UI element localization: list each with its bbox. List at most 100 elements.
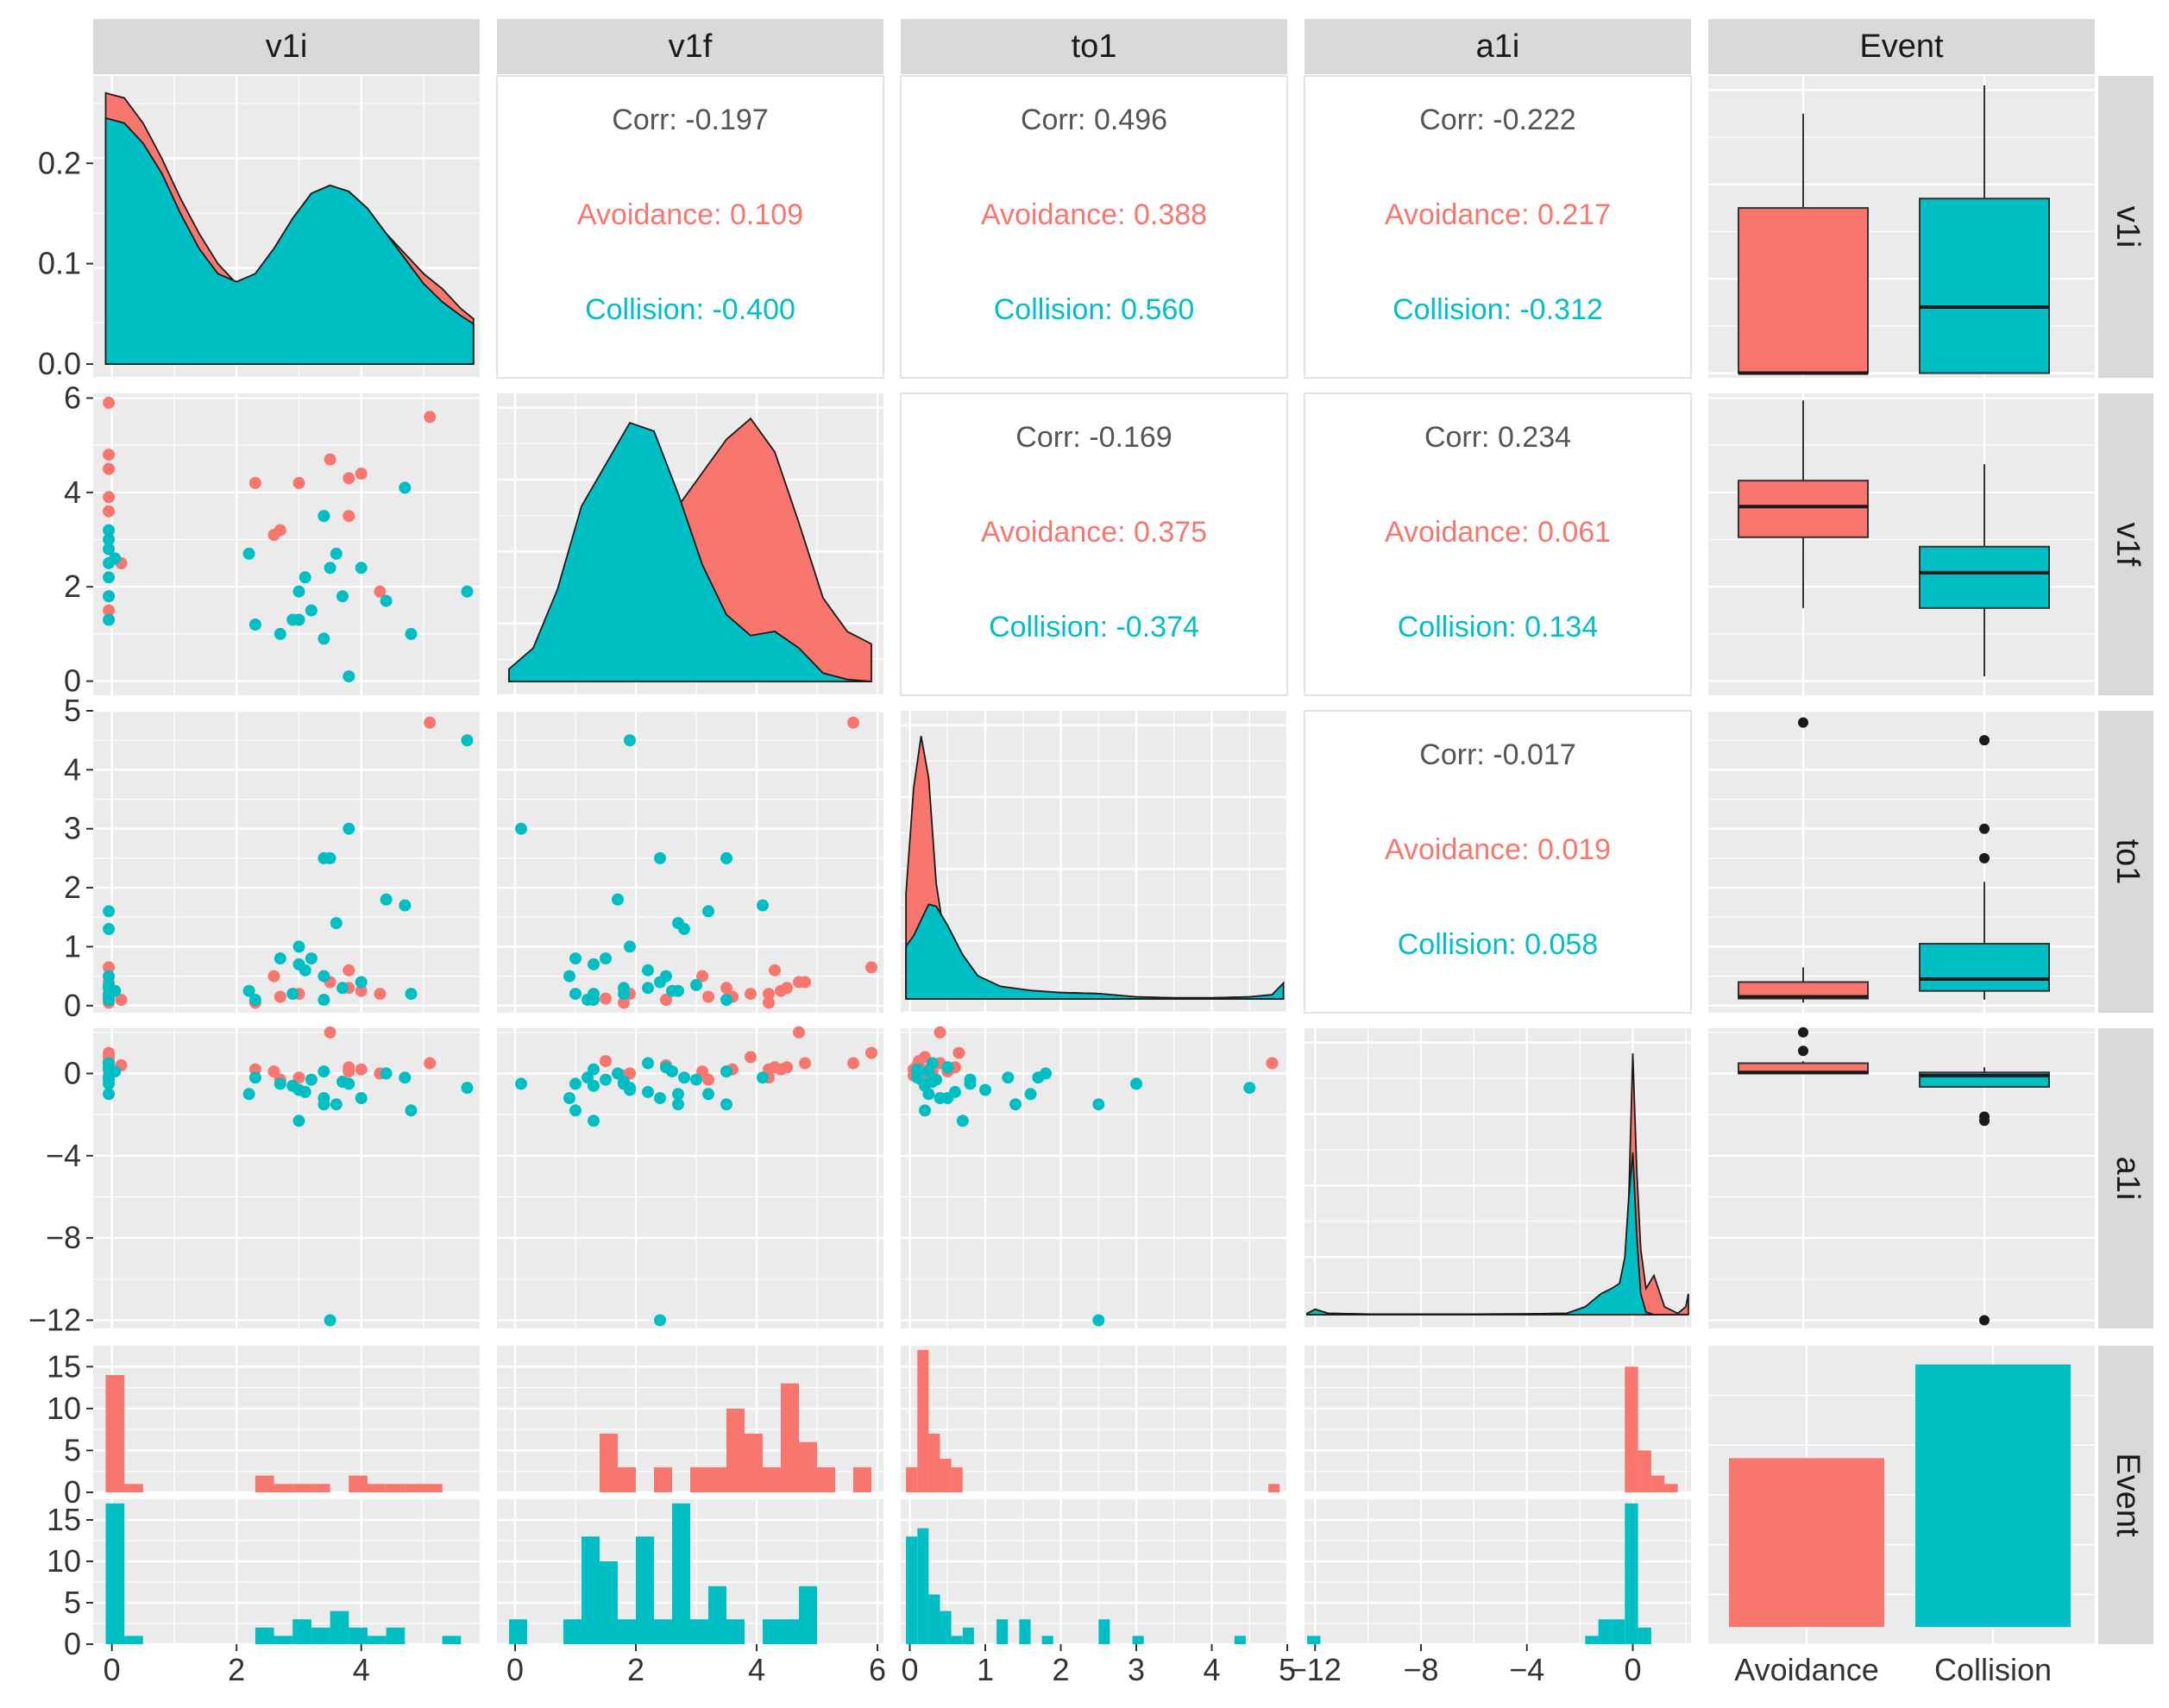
- histogram-bar-avoidance: [424, 1484, 443, 1492]
- histogram-bar-collision: [349, 1627, 368, 1644]
- scatter-point-collision: [109, 1065, 122, 1078]
- y-tick-label: 15: [47, 1348, 81, 1384]
- scatter-point-avoidance: [600, 992, 612, 1005]
- y-tick-label: 0: [64, 1474, 81, 1510]
- scatter-point-collision: [317, 851, 330, 864]
- scatter-point-collision: [248, 1071, 261, 1084]
- y-tick-label: 0: [64, 1626, 81, 1661]
- density-area-collision: [104, 116, 475, 365]
- histogram-bar-avoidance: [781, 1383, 799, 1492]
- corr-overall-label: Corr: -0.197: [612, 104, 768, 136]
- scatter-point-avoidance: [267, 1065, 280, 1078]
- scatter-point-avoidance: [267, 529, 280, 542]
- scatter-point-collision: [242, 547, 255, 560]
- scatter-point-avoidance: [769, 964, 781, 976]
- x-tick-label: 4: [353, 1652, 370, 1687]
- histogram-bar-collision: [1638, 1627, 1651, 1644]
- scatter-point-collision: [956, 1115, 969, 1127]
- y-tick-label: 6: [64, 380, 81, 415]
- histogram-bar-avoidance: [1625, 1366, 1638, 1492]
- histogram-bar-collision: [781, 1619, 799, 1644]
- scatter-point-collision: [642, 964, 654, 976]
- histogram-bar-collision: [917, 1528, 929, 1644]
- y-tick-label: 5: [64, 1432, 81, 1467]
- scatter-point-collision: [1243, 1082, 1256, 1095]
- x-tick-label-event: Avoidance: [1734, 1652, 1878, 1687]
- histogram-bar-collision: [563, 1619, 582, 1644]
- scatter-point-collision: [654, 851, 666, 864]
- histogram-bar-avoidance: [951, 1466, 963, 1492]
- scatter-point-collision: [103, 613, 116, 626]
- scatter-point-avoidance: [424, 411, 437, 424]
- scatter-point-collision: [405, 1104, 418, 1117]
- scatter-point-collision: [286, 988, 299, 1001]
- y-tick-label: 1: [64, 928, 81, 964]
- scatter-point-collision: [461, 1082, 474, 1095]
- scatter-panel-v1f-to1: [497, 711, 883, 1013]
- scatter-point-collision: [624, 734, 636, 747]
- y-tick-label: 5: [64, 1585, 81, 1620]
- x-tick-label: 0: [901, 1652, 918, 1687]
- scatter-point-collision: [405, 988, 418, 1001]
- scatter-point-avoidance: [952, 1046, 965, 1059]
- scatter-point-avoidance: [355, 984, 368, 997]
- strip-right-to1: [2098, 711, 2153, 1013]
- histogram-bar-avoidance: [690, 1466, 708, 1492]
- strip-right-label-to1: to1: [2109, 839, 2146, 885]
- scatter-point-collision: [1092, 1314, 1105, 1327]
- scatter-point-avoidance: [624, 1067, 636, 1080]
- scatter-point-collision: [757, 1071, 769, 1084]
- y-tick-label: 15: [47, 1502, 81, 1537]
- histogram-panel-avoidance-to1: [901, 1346, 1287, 1492]
- density-area-collision: [1306, 1152, 1688, 1316]
- scatter-point-avoidance: [793, 976, 805, 989]
- scatter-point-collision: [461, 734, 474, 747]
- scatter-point-collision: [563, 1092, 575, 1104]
- scatter-point-collision: [949, 1085, 961, 1098]
- box-outlier: [1798, 717, 1808, 728]
- histogram-bar-avoidance: [726, 1408, 745, 1492]
- correlation-panel: [496, 75, 884, 379]
- scatter-point-collision: [286, 613, 299, 626]
- corr-overall-label: Corr: 0.234: [1424, 421, 1571, 454]
- x-tick-label: 4: [1203, 1652, 1220, 1687]
- scatter-point-collision: [672, 1098, 684, 1111]
- scatter-point-collision: [1002, 1071, 1015, 1084]
- scatter-point-collision: [103, 1073, 116, 1086]
- scatter-point-collision: [654, 1314, 666, 1327]
- box-outlier: [1979, 1115, 1990, 1127]
- scatter-point-collision: [317, 1098, 330, 1111]
- scatter-point-collision: [600, 1073, 612, 1086]
- histogram-bar-avoidance: [105, 1375, 125, 1492]
- scatter-panel-v1i-a1i: [93, 1028, 480, 1328]
- scatter-point-collision: [317, 1065, 330, 1078]
- scatter-point-collision: [109, 984, 122, 997]
- box-collision: [1919, 545, 2050, 609]
- scatter-point-collision: [678, 1071, 690, 1084]
- histogram-bar-collision: [367, 1636, 387, 1644]
- histogram-bar-collision: [906, 1536, 918, 1644]
- scatter-point-collision: [1032, 1071, 1045, 1084]
- scatter-point-collision: [405, 627, 418, 640]
- box-outlier: [1979, 823, 1990, 834]
- corr-avoidance-label: Avoidance: 0.388: [981, 198, 1207, 231]
- histogram-bar-avoidance: [1638, 1450, 1651, 1492]
- histogram-bar-collision: [1041, 1636, 1053, 1644]
- scatter-point-collision: [103, 1088, 116, 1101]
- scatter-point-collision: [248, 619, 261, 631]
- scatter-point-collision: [702, 1088, 714, 1101]
- corr-avoidance-label: Avoidance: 0.217: [1385, 198, 1611, 231]
- scatter-point-avoidance: [847, 716, 859, 729]
- scatter-point-collision: [642, 1057, 654, 1070]
- x-tick-label-event: Collision: [1934, 1652, 2052, 1687]
- scatter-point-collision: [103, 524, 116, 537]
- scatter-point-avoidance: [267, 970, 280, 983]
- scatter-point-avoidance: [1266, 1057, 1279, 1070]
- scatter-point-avoidance: [374, 585, 387, 598]
- scatter-point-collision: [336, 590, 349, 603]
- scatter-point-collision: [624, 940, 636, 953]
- y-tick-label: 0.1: [38, 246, 81, 281]
- scatter-point-collision: [103, 543, 116, 556]
- scatter-point-collision: [242, 984, 255, 997]
